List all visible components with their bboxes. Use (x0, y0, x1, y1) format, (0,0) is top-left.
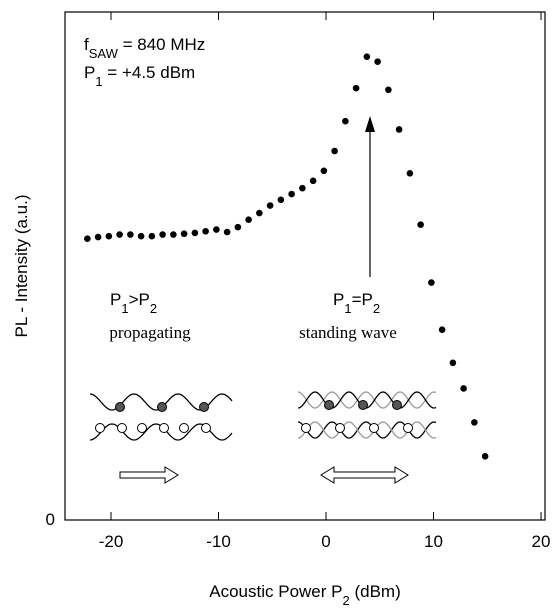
data-point (385, 86, 392, 94)
data-point (159, 231, 166, 238)
data-point (481, 452, 489, 460)
data-point (406, 170, 414, 177)
particle (335, 423, 345, 433)
arrow-head (365, 116, 375, 132)
particle (201, 423, 211, 433)
data-point (202, 227, 209, 235)
x-axis-label-part: (dBm) (350, 582, 401, 601)
data-point (342, 117, 349, 125)
particle (369, 423, 379, 433)
annotation-part: 1 (121, 301, 128, 316)
data-point (84, 235, 91, 242)
annotation-part: 1 (344, 301, 351, 316)
x-tick-label: -10 (206, 532, 231, 551)
data-point (223, 228, 231, 236)
data-point (299, 184, 306, 192)
data-point (191, 229, 199, 237)
annotation-part: f (84, 35, 89, 54)
annotation-part: P (333, 290, 344, 309)
annotation: P1 = +4.5 dBm (84, 63, 195, 89)
particle (358, 400, 368, 410)
annotation: P1>P2 (110, 290, 157, 316)
annotation-part: 2 (150, 301, 157, 316)
data-point (471, 419, 478, 426)
particle (392, 400, 402, 410)
annotation: propagating (109, 323, 191, 342)
data-point (234, 223, 242, 231)
wave (297, 391, 437, 409)
double-arrow (320, 466, 409, 484)
data-point (94, 233, 102, 241)
data-point (288, 190, 295, 198)
x-tick-label: -20 (99, 532, 124, 551)
particle (324, 400, 334, 410)
particle (115, 402, 125, 412)
data-point (331, 147, 338, 155)
data-point (213, 226, 220, 233)
data-point (428, 279, 435, 286)
particle (95, 423, 105, 433)
annotation-part: >P (129, 290, 150, 309)
x-axis-label-part: Acoustic Power P (209, 582, 342, 601)
annotation-part: SAW (89, 46, 119, 61)
particle (117, 423, 127, 433)
particle (137, 423, 147, 433)
data-point (438, 326, 446, 334)
annotation: fSAW = 840 MHz (84, 35, 205, 61)
data-point (460, 385, 467, 392)
particle (157, 402, 167, 412)
plot-frame (64, 11, 546, 521)
data-point (449, 359, 457, 367)
wave (297, 421, 437, 439)
annotation-part: = 840 MHz (118, 35, 205, 54)
annotation-part: P (84, 63, 95, 82)
wave (297, 421, 437, 439)
data-point (266, 202, 274, 209)
data-point (127, 231, 134, 238)
annotation-part: P (110, 290, 121, 309)
x-axis-label: Acoustic Power P2 (dBm) (209, 582, 400, 607)
particle (159, 423, 169, 433)
particle (179, 423, 189, 433)
data-point (116, 231, 123, 238)
particle (199, 402, 209, 412)
data-point (352, 84, 360, 92)
data-point (417, 221, 424, 228)
annotation-part: = +4.5 dBm (103, 63, 196, 82)
particle (403, 423, 413, 433)
data-point (245, 216, 252, 223)
annotation-part: 1 (95, 74, 102, 89)
data-point (374, 58, 381, 65)
annotation-part: =P (352, 290, 373, 309)
annotation: standing wave (299, 323, 397, 342)
y-axis-label: PL - Intensity (a.u.) (12, 195, 31, 338)
data-point (363, 53, 371, 60)
y-tick-label: 0 (46, 510, 55, 529)
data-point (309, 177, 317, 185)
data-point (105, 232, 113, 240)
data-point (256, 209, 263, 217)
x-tick-label: 10 (424, 532, 443, 551)
x-tick-label: 20 (532, 532, 551, 551)
data-point (277, 196, 285, 204)
data-point (180, 230, 188, 238)
data-point (170, 231, 177, 238)
annotation: P1=P2 (333, 290, 380, 316)
data-point (137, 232, 145, 240)
x-tick-label: 0 (321, 532, 330, 551)
data-point (148, 232, 156, 240)
x-axis-label-part: 2 (343, 593, 350, 608)
data-point (395, 126, 403, 133)
particle (301, 423, 311, 433)
annotation-part: 2 (373, 301, 380, 316)
data-point (320, 167, 328, 175)
right-arrow (119, 466, 179, 484)
